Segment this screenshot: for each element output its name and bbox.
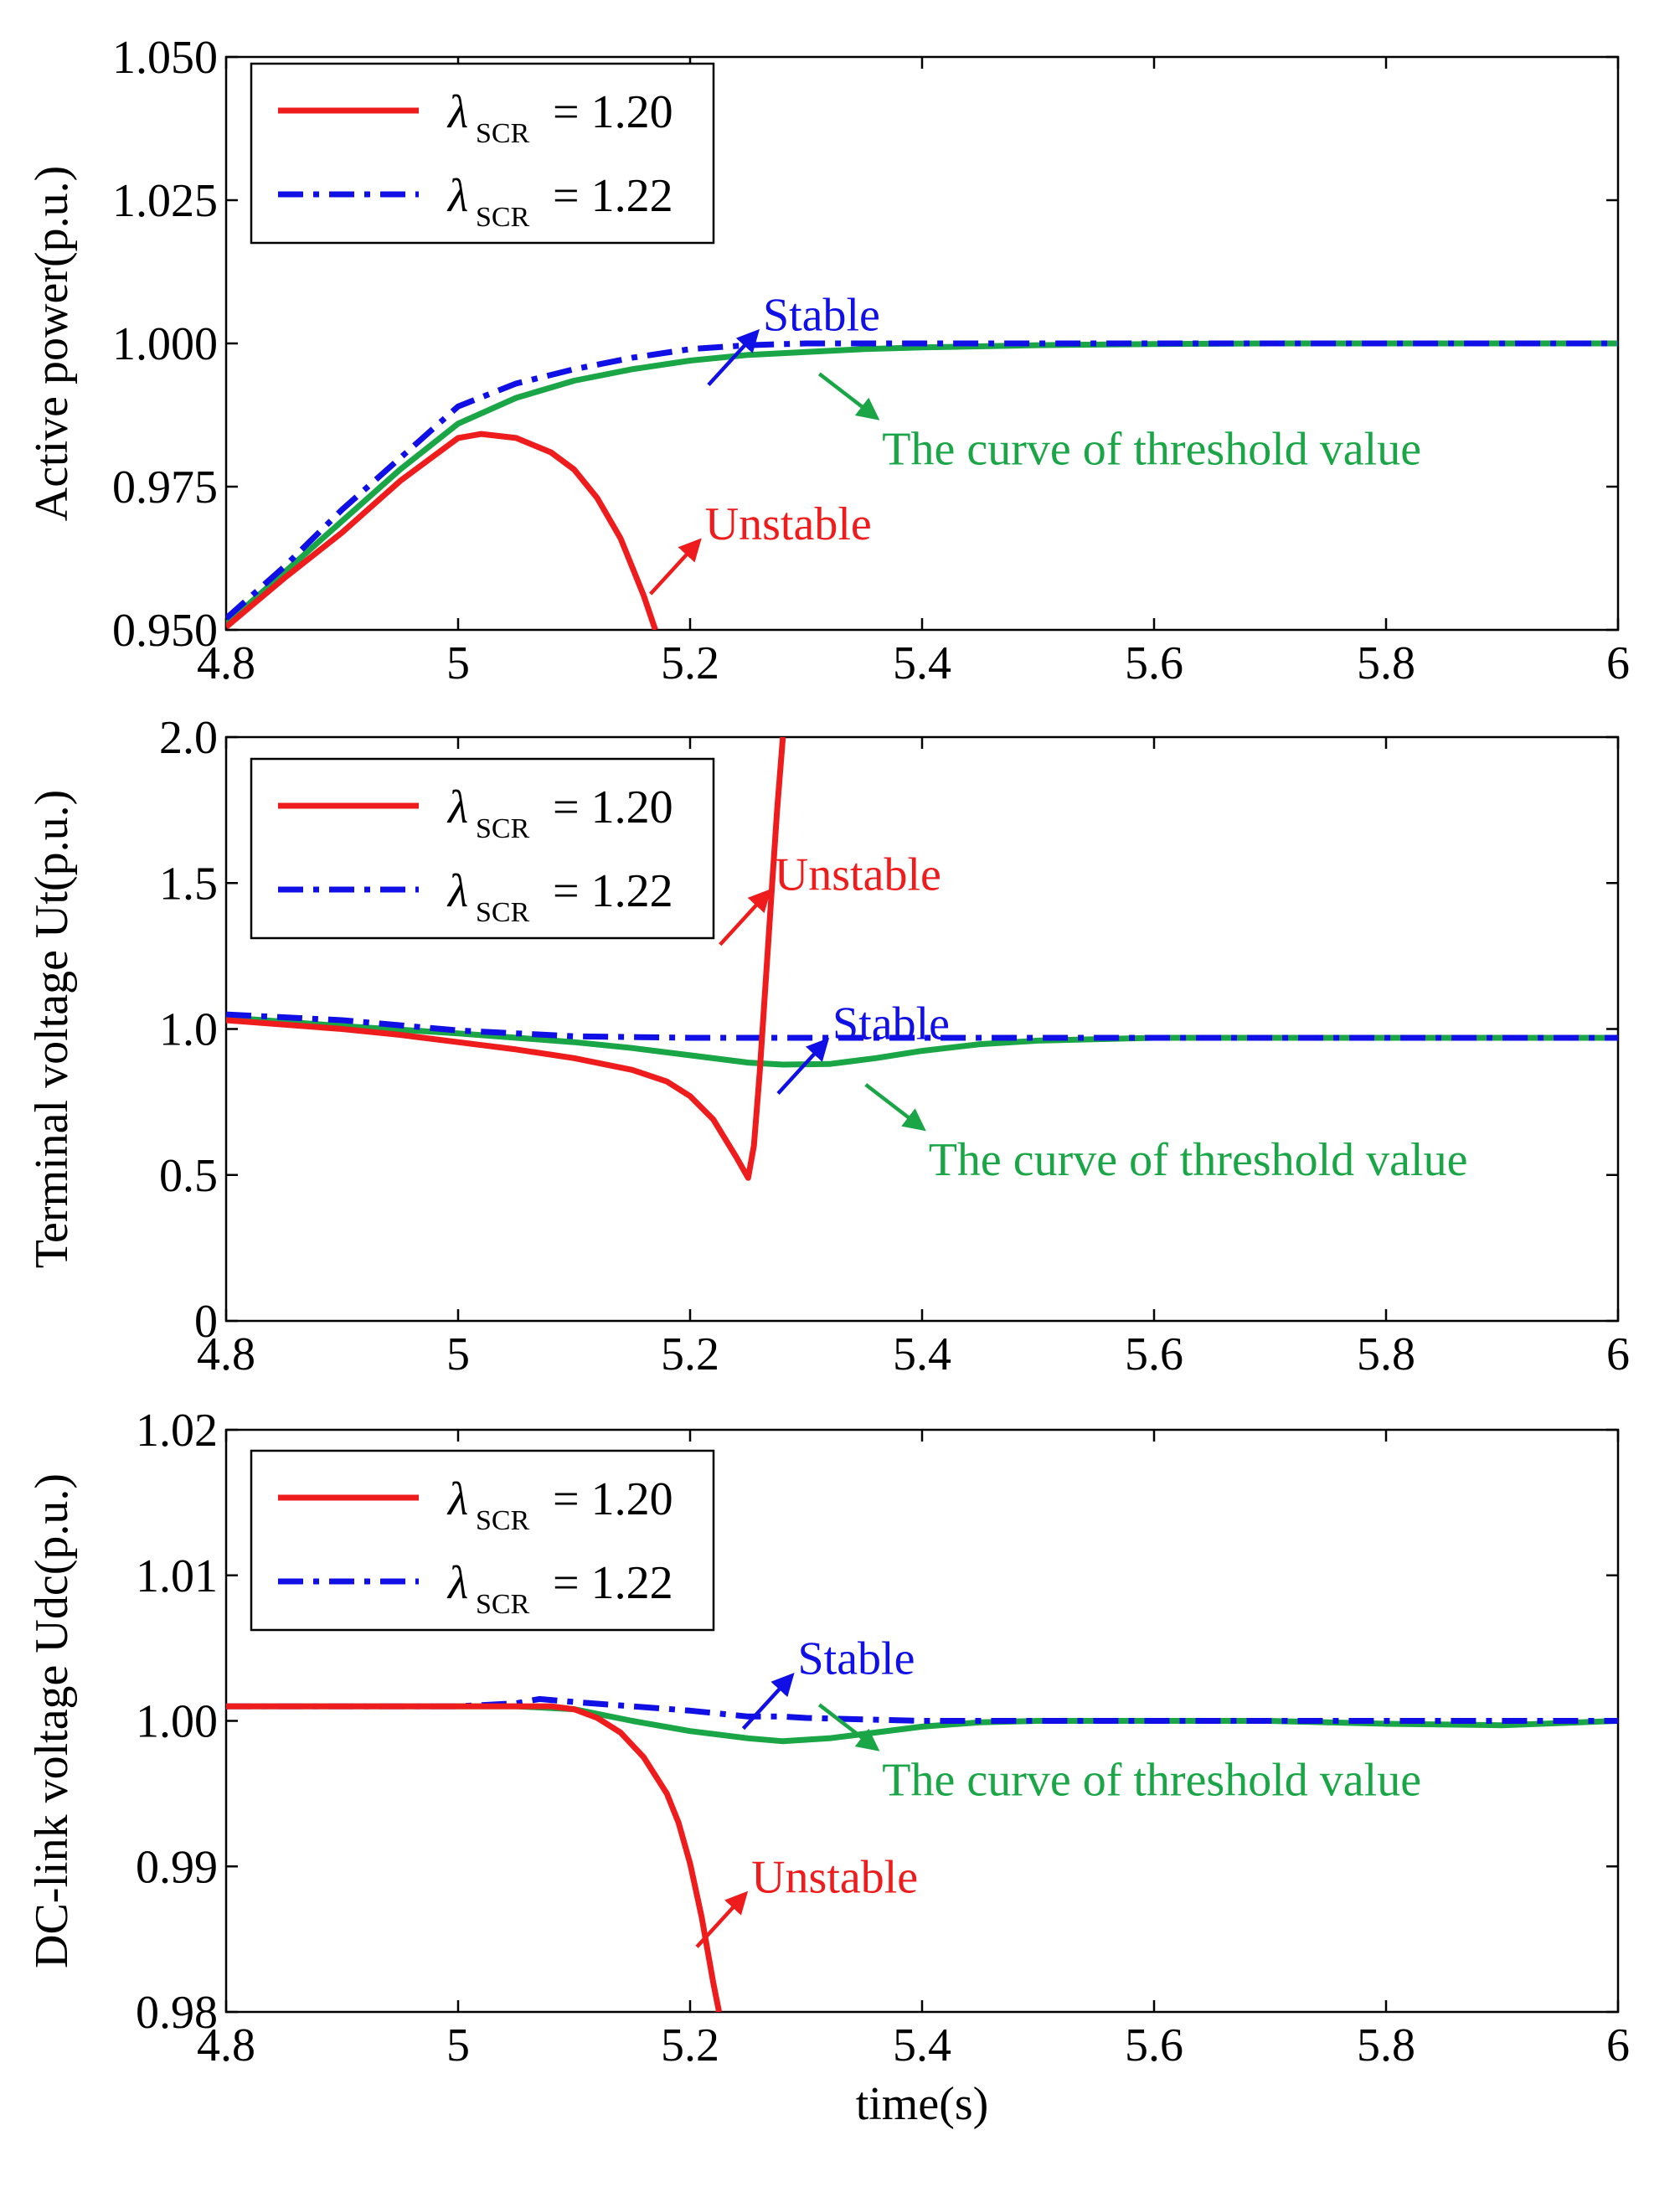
annotation-arrow [741,1673,795,1731]
x-tick-label: 4.8 [197,1328,255,1380]
y-tick-label: 1.5 [159,858,218,910]
x-tick-label: 5.2 [661,637,719,689]
x-tick-label: 5 [446,1328,470,1380]
annotation-label: Stable [832,998,950,1050]
annotation-arrow [817,1703,880,1751]
y-tick-label: 1.0 [159,1004,218,1056]
series-line-0 [226,1703,723,2012]
y-tick-label: 0.99 [136,1841,218,1893]
annotation-arrow [864,1083,926,1132]
y-axis-label: Terminal voltage Ut(p.u.) [26,790,78,1268]
series-line-0 [226,431,658,630]
plot-area [226,737,1618,1181]
annotation-arrow [776,1037,830,1095]
annotation-label: The curve of threshold value [929,1134,1468,1186]
annotation-arrow [817,372,880,420]
legend-symbol: λ [446,86,468,138]
legend-box [250,62,715,245]
x-tick-label: 5.6 [1125,2019,1183,2071]
legend-value: = 1.22 [553,170,673,222]
legend-subscript: SCR [476,118,530,149]
y-tick-label: 0.950 [112,605,218,657]
annotation-arrow [707,328,760,387]
plot-area [226,340,1618,630]
x-tick-label: 4.8 [197,637,255,689]
panel-1: 4.8 5 5.2 5.4 5.6 5.8 6 1.050 1.025 1.000 0.975 0.9… [26,32,1630,689]
annotation-arrow [695,1890,749,1948]
series-line-2 [226,340,1618,627]
x-tick-label: 6 [1606,637,1630,689]
annotation-label: Unstable [705,498,872,550]
annotation-label: Unstable [775,849,941,901]
legend-value: = 1.20 [553,1473,673,1525]
legend-value: = 1.20 [553,781,673,833]
annotation-arrow [649,538,702,596]
x-tick-label: 6 [1606,2019,1630,2071]
x-tick-label: 5.4 [893,2019,951,2071]
legend-value: = 1.22 [553,865,673,917]
y-tick-label: 1.01 [136,1550,218,1602]
plot-area [226,1695,1618,2012]
y-tick-label: 1.02 [136,1405,218,1457]
annotation-label: Unstable [751,1851,918,1903]
y-tick-label: 1.000 [112,318,218,370]
panel-2: 4.8 5 5.2 5.4 5.6 5.8 6 2.0 1.5 1.0 0.5 0 Terminal v… [26,712,1630,1380]
annotation-label: Stable [798,1633,915,1685]
x-tick-label: 5.2 [661,1328,719,1380]
x-tick-label: 5 [446,637,470,689]
x-tick-label: 5.6 [1125,1328,1183,1380]
x-tick-label: 5 [446,2019,470,2071]
x-axis-label: time(s) [856,2078,989,2130]
y-tick-label: 0.975 [112,462,218,513]
y-tick-label: 1.00 [136,1696,218,1748]
legend-subscript: SCR [476,1589,530,1620]
legend-value: = 1.20 [553,86,673,138]
y-tick-label: 0 [194,1296,218,1348]
x-tick-label: 5.2 [661,2019,719,2071]
series-line-0 [226,737,786,1181]
legend-subscript: SCR [476,202,530,233]
series-line-1 [226,1011,1618,1041]
x-tick-label: 5.8 [1357,2019,1415,2071]
x-tick-label: 5.6 [1125,637,1183,689]
x-tick-label: 5.8 [1357,637,1415,689]
y-tick-label: 2.0 [159,712,218,764]
series-line-2 [226,1014,1618,1068]
legend: λ SCR = 1.20 λ SCR = 1.22 [250,1449,715,1632]
y-tick-label: 0.98 [136,1987,218,2039]
legend: λ SCR = 1.20 λ SCR = 1.22 [250,62,715,245]
legend-subscript: SCR [476,1505,530,1536]
legend-symbol: λ [446,170,468,222]
legend-value: = 1.22 [553,1557,673,1609]
series-line-1 [226,1695,1618,1724]
annotation-label: The curve of threshold value [882,423,1421,475]
annotation-arrow [719,889,771,946]
x-tick-label: 4.8 [197,2019,255,2071]
legend-box [250,1449,715,1632]
legend-subscript: SCR [476,897,530,928]
y-tick-label: 1.050 [112,32,218,84]
legend-symbol: λ [446,781,468,833]
legend-symbol: λ [446,865,468,917]
annotation-label: Stable [763,289,880,341]
annotation-label: The curve of threshold value [882,1754,1421,1806]
legend: λ SCR = 1.20 λ SCR = 1.22 [250,757,715,940]
legend-subscript: SCR [476,813,530,844]
y-axis-label: Active power(p.u.) [26,166,78,522]
y-axis-label: DC-link voltage Udc(p.u.) [26,1473,78,1968]
series-line-1 [226,340,1618,621]
legend-symbol: λ [446,1473,468,1525]
x-tick-label: 6 [1606,1328,1630,1380]
x-tick-label: 5.4 [893,637,951,689]
x-tick-label: 5.4 [893,1328,951,1380]
legend-symbol: λ [446,1557,468,1609]
panel-3: 4.8 5 5.2 5.4 5.6 5.8 6 1.02 1.01 1.00 0.99 0.98 DC-… [26,1405,1630,2130]
y-tick-label: 0.5 [159,1150,218,1202]
y-tick-label: 1.025 [112,175,218,227]
x-tick-label: 5.8 [1357,1328,1415,1380]
legend-box [250,757,715,940]
